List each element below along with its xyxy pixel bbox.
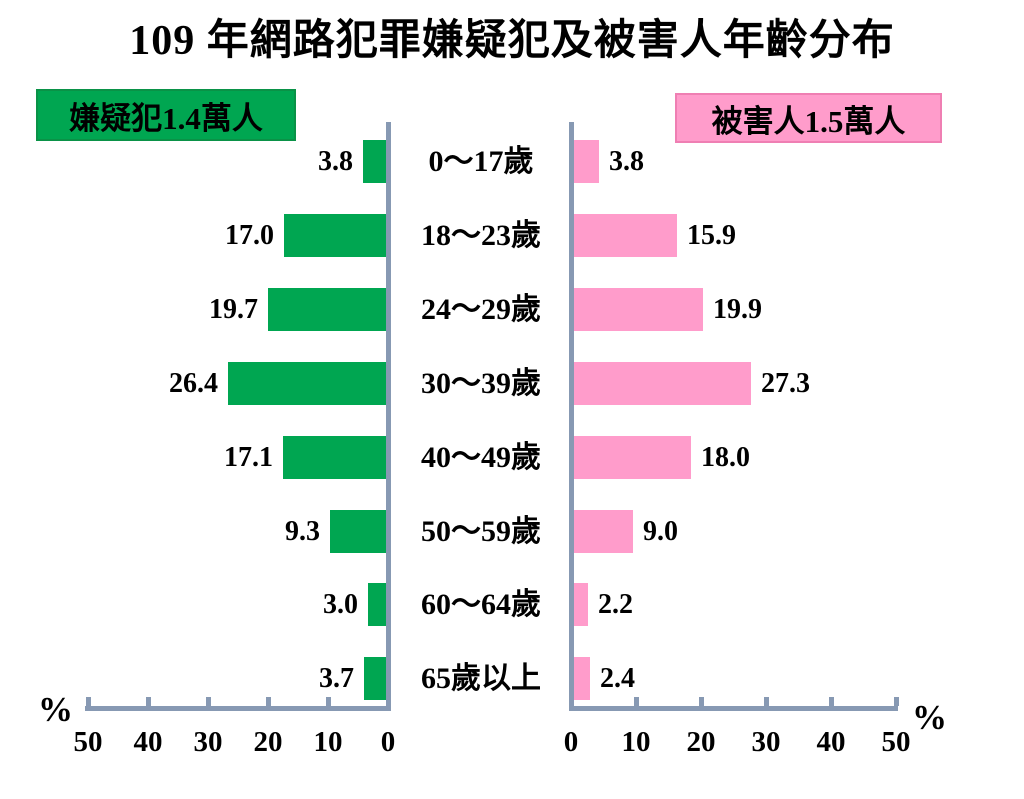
age-category-label: 60～64歲 <box>421 588 541 621</box>
left-axis-tick-label: 40 <box>133 726 163 758</box>
victim-value-label: 2.2 <box>598 589 633 620</box>
chart-title: 109 年網路犯罪嫌疑犯及被害人年齡分布 <box>129 18 895 64</box>
suspect-value-label: 26.4 <box>169 368 218 399</box>
victim-value-label: 9.0 <box>643 516 678 547</box>
suspect-bar <box>228 362 386 405</box>
left-axis-tick-mark <box>206 697 211 706</box>
victim-bar <box>574 288 703 331</box>
suspect-bar <box>268 288 386 331</box>
age-category-label: 65歲以上 <box>421 662 541 695</box>
left-axis-tick-label: 0 <box>380 726 396 758</box>
suspect-bar <box>330 510 386 553</box>
age-category-label: 50～59歲 <box>421 515 541 548</box>
victim-value-label: 2.4 <box>600 663 635 694</box>
left-axis-tick-mark <box>146 697 151 706</box>
suspect-bar <box>364 657 386 700</box>
left-chart-baseline <box>85 706 391 711</box>
right-axis-tick-label: 40 <box>816 726 846 758</box>
suspect-value-label: 17.0 <box>225 220 274 251</box>
right-axis-tick-mark <box>764 697 769 706</box>
right-axis-tick-label: 0 <box>563 726 579 758</box>
victim-value-label: 15.9 <box>687 220 736 251</box>
right-axis-tick-mark <box>634 697 639 706</box>
age-category-label: 18～23歲 <box>421 219 541 252</box>
suspect-bar <box>284 214 386 257</box>
left-axis-tick-label: 30 <box>193 726 223 758</box>
suspect-value-label: 3.7 <box>319 663 354 694</box>
right-axis-tick-label: 20 <box>686 726 716 758</box>
right-axis-tick-mark <box>894 697 899 706</box>
suspect-bar <box>368 583 386 626</box>
suspect-value-label: 3.0 <box>323 589 358 620</box>
suspect-value-label: 19.7 <box>209 294 258 325</box>
age-category-label: 0～17歲 <box>428 145 534 178</box>
left-axis-tick-label: 50 <box>73 726 103 758</box>
victim-value-label: 18.0 <box>701 442 750 473</box>
left-axis-tick-mark <box>266 697 271 706</box>
victim-bar <box>574 583 588 626</box>
victim-value-label: 27.3 <box>761 368 810 399</box>
victim-bar <box>574 436 691 479</box>
age-category-label: 40～49歲 <box>421 441 541 474</box>
left-chart-axis-line <box>386 122 391 711</box>
right-chart-baseline <box>569 706 898 711</box>
victims-legend-badge: 被害人1.5萬人 <box>675 93 942 143</box>
right-chart-axis-line <box>569 122 574 711</box>
age-category-label: 24～29歲 <box>421 293 541 326</box>
suspect-value-label: 17.1 <box>224 442 273 473</box>
suspect-value-label: 9.3 <box>285 516 320 547</box>
right-axis-tick-label: 30 <box>751 726 781 758</box>
victim-value-label: 19.9 <box>713 294 762 325</box>
victim-bar <box>574 510 633 553</box>
suspect-bar <box>363 140 386 183</box>
right-axis-tick-label: 10 <box>621 726 651 758</box>
left-axis-tick-label: 20 <box>253 726 283 758</box>
victim-bar <box>574 362 751 405</box>
left-percent-label: % <box>38 690 73 729</box>
suspect-bar <box>283 436 386 479</box>
right-percent-label: % <box>912 698 947 737</box>
left-axis-tick-mark <box>86 697 91 706</box>
victim-bar <box>574 657 590 700</box>
victim-bar <box>574 214 677 257</box>
left-axis-tick-label: 10 <box>313 726 343 758</box>
victim-bar <box>574 140 599 183</box>
victim-value-label: 3.8 <box>609 146 644 177</box>
right-axis-tick-label: 50 <box>881 726 911 758</box>
right-axis-tick-mark <box>829 697 834 706</box>
suspects-legend-badge: 嫌疑犯1.4萬人 <box>36 89 296 141</box>
left-axis-tick-mark <box>326 697 331 706</box>
suspect-value-label: 3.8 <box>318 146 353 177</box>
age-category-label: 30～39歲 <box>421 367 541 400</box>
right-axis-tick-mark <box>699 697 704 706</box>
